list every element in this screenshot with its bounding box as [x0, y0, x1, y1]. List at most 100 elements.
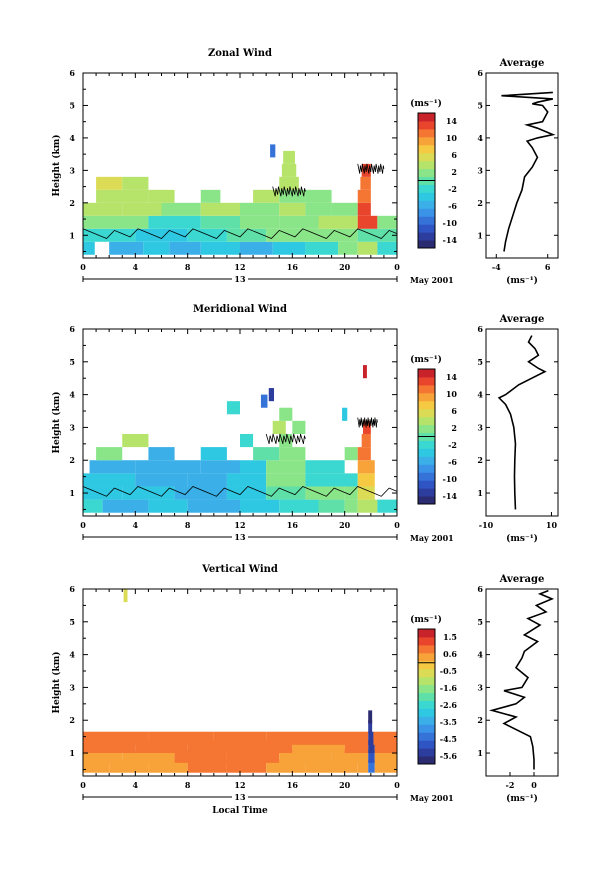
average-x-tick-label: 0 — [531, 780, 537, 790]
heatmap-cell — [357, 447, 371, 461]
average-y-tick-label: 2 — [477, 715, 483, 725]
heatmap-cell — [122, 433, 149, 448]
colorbar-swatch — [418, 684, 435, 694]
colorbar-swatch — [418, 740, 435, 749]
y-tick-label: 1 — [69, 748, 75, 758]
heatmap-cell — [373, 731, 397, 745]
heatmap-cell — [266, 228, 319, 242]
heatmap-cell — [122, 176, 149, 190]
x-tick-label: 0 — [80, 262, 86, 272]
heatmap-cell — [148, 189, 175, 203]
heatmap-cell — [240, 215, 280, 229]
heatmap-cell — [226, 473, 267, 487]
x-tick-label: 0 — [80, 520, 86, 530]
heatmap-cell — [305, 241, 339, 255]
colorbar-swatch — [418, 192, 435, 201]
heatmap-cell — [377, 241, 397, 255]
colorbar-tick-label: 10 — [446, 133, 458, 143]
date-label-bg — [232, 532, 248, 541]
x-tick-label: 4 — [133, 262, 139, 272]
heatmap-cell — [357, 189, 371, 203]
colorbar-tick-label: -10 — [443, 474, 458, 484]
x-tick-label: 0 — [394, 262, 400, 272]
heatmap-cells — [83, 144, 397, 255]
colorbar-swatch — [418, 756, 435, 765]
date-label-bg — [232, 792, 248, 801]
colorbar-swatch — [418, 136, 435, 146]
heatmap-cell — [135, 473, 188, 487]
average-x-tick-label: -10 — [479, 520, 494, 530]
y-tick-label: 2 — [69, 715, 75, 725]
average-y-tick-label: 6 — [477, 584, 483, 594]
colorbar-swatch — [418, 369, 435, 378]
y-tick-label: 5 — [69, 100, 75, 110]
date-suffix: May 2001 — [410, 533, 454, 543]
colorbar-tick-label: 14 — [446, 116, 458, 126]
average-x-tick-label: -2 — [506, 780, 515, 790]
heatmap-cell — [344, 447, 358, 461]
colorbar-swatch — [418, 120, 435, 130]
heatmap-cell — [270, 144, 276, 158]
colorbar-tick-label: 2 — [451, 167, 457, 177]
heatmap-cell — [123, 589, 128, 603]
heatmap-cell — [169, 241, 201, 255]
y-axis-label: Height (km) — [51, 134, 62, 196]
x-tick-label: 20 — [339, 520, 351, 530]
colorbar-tick-label: -3.5 — [440, 717, 457, 727]
colorbar-swatch — [418, 700, 435, 709]
heatmap-cell — [357, 202, 371, 216]
heatmap-cell — [279, 215, 319, 229]
heatmap-cell — [102, 499, 149, 513]
colorbar-tick-label: -0.5 — [440, 666, 457, 676]
y-tick-label: 6 — [69, 324, 75, 334]
zero-contour — [265, 433, 306, 444]
heatmap-cell — [377, 499, 397, 513]
y-tick-label: 1 — [69, 230, 75, 240]
heatmap-cell — [272, 420, 286, 434]
y-axis-label: Height (km) — [51, 651, 62, 713]
date-suffix: May 2001 — [410, 793, 454, 803]
colorbar-tick-label: -2.6 — [440, 700, 458, 710]
heatmap-cell — [266, 486, 306, 500]
colorbar-swatch — [418, 676, 435, 686]
heatmap-cell — [318, 499, 345, 513]
heatmap-cell — [357, 228, 397, 242]
heatmap-cell — [187, 228, 227, 242]
heatmap-cell — [272, 241, 306, 255]
colorbar-swatch — [418, 216, 435, 225]
heatmap-cell — [305, 486, 345, 500]
colorbar-tick-label: -2 — [448, 440, 457, 450]
heatmap-cell — [148, 215, 201, 229]
heatmap-cell — [357, 460, 375, 474]
x-tick-label: 0 — [394, 520, 400, 530]
colorbar-label: (ms⁻¹) — [410, 614, 442, 625]
average-y-tick-label: 1 — [477, 230, 483, 240]
average-title: Average — [499, 574, 545, 585]
y-tick-label: 4 — [69, 650, 75, 660]
heatmap-cell — [279, 499, 319, 513]
heatmap-cell — [122, 202, 162, 216]
colorbar-swatch — [418, 376, 435, 386]
heatmap-cell — [226, 401, 240, 415]
colorbar-swatch — [418, 424, 435, 434]
colorbar-tick-label: 6 — [451, 406, 457, 416]
heatmap-cell — [318, 228, 358, 242]
heatmap-cell — [260, 394, 268, 408]
heatmap-cell — [368, 731, 374, 745]
colorbar-swatch — [418, 184, 435, 193]
heatmap-cell — [362, 365, 367, 379]
colorbar-swatch — [418, 144, 435, 154]
heatmap-cell — [368, 749, 375, 763]
colorbar-swatch — [418, 224, 435, 233]
zero-contour — [357, 163, 385, 174]
panel-title: Meridional Wind — [193, 304, 287, 315]
average-frame — [485, 588, 559, 777]
colorbar-swatch — [418, 384, 435, 394]
heatmap-cell — [200, 189, 221, 203]
x-tick-label: 12 — [234, 520, 245, 530]
heatmap-cell — [305, 460, 345, 474]
x-tick-label: 20 — [339, 780, 351, 790]
heatmap-cell — [279, 447, 306, 461]
heatmap-cell — [213, 731, 267, 745]
